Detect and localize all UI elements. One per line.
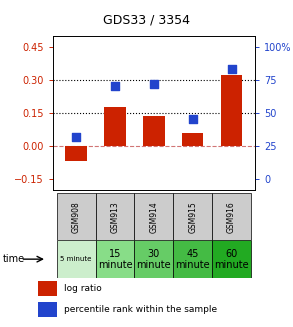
Bar: [57, 193, 96, 240]
Bar: [143, 116, 164, 146]
Text: GSM914: GSM914: [149, 201, 158, 232]
Bar: [104, 107, 126, 146]
Text: 30
minute: 30 minute: [137, 249, 171, 269]
Bar: [212, 193, 251, 240]
Bar: [38, 302, 57, 317]
Bar: [57, 240, 96, 278]
Bar: [65, 146, 87, 161]
Text: log ratio: log ratio: [64, 284, 102, 293]
Text: 45
minute: 45 minute: [176, 249, 210, 269]
Text: 5 minute: 5 minute: [60, 256, 92, 262]
Point: [190, 117, 195, 122]
Text: GSM915: GSM915: [188, 201, 197, 232]
Point: [229, 67, 234, 72]
Text: GSM908: GSM908: [71, 201, 81, 232]
Point: [113, 84, 117, 89]
Bar: [173, 193, 212, 240]
Text: time: time: [3, 254, 25, 264]
Text: GDS33 / 3354: GDS33 / 3354: [103, 13, 190, 26]
Bar: [182, 132, 203, 146]
Bar: [96, 193, 134, 240]
Bar: [212, 240, 251, 278]
Text: percentile rank within the sample: percentile rank within the sample: [64, 305, 218, 314]
Bar: [173, 240, 212, 278]
Text: 15
minute: 15 minute: [98, 249, 132, 269]
Bar: [134, 240, 173, 278]
Text: GSM913: GSM913: [110, 201, 120, 232]
Bar: [134, 193, 173, 240]
Bar: [96, 240, 134, 278]
Bar: [221, 76, 242, 146]
Point: [74, 134, 79, 139]
Bar: [38, 281, 57, 296]
Text: GSM916: GSM916: [227, 201, 236, 232]
Text: 60
minute: 60 minute: [214, 249, 249, 269]
Point: [151, 81, 156, 86]
